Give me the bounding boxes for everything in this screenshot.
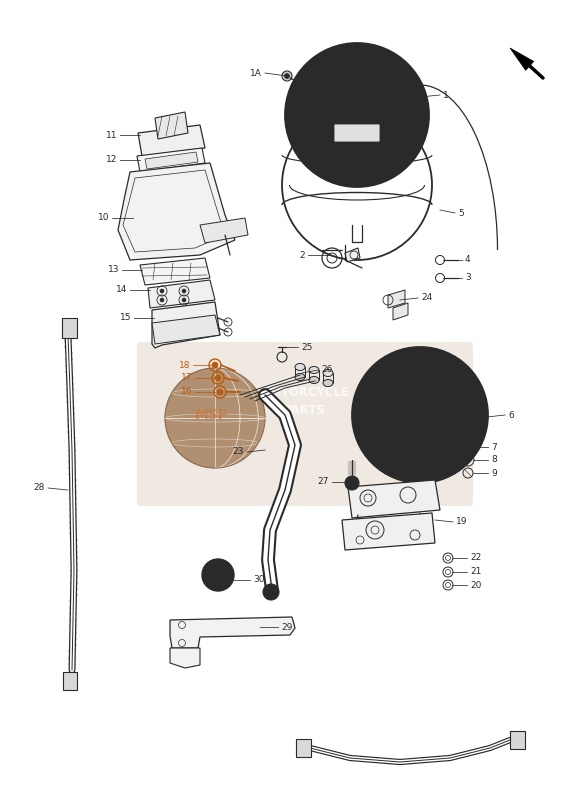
Text: 14: 14 <box>116 286 127 294</box>
Text: 4: 4 <box>465 255 471 265</box>
Text: 25: 25 <box>301 342 312 351</box>
Bar <box>194 329 207 336</box>
Circle shape <box>345 476 359 490</box>
Text: 80: 80 <box>371 159 377 165</box>
Polygon shape <box>388 290 405 308</box>
Circle shape <box>160 298 164 302</box>
Circle shape <box>263 584 279 600</box>
Bar <box>158 329 171 336</box>
Text: 16: 16 <box>180 387 192 397</box>
Ellipse shape <box>295 363 305 370</box>
Text: 20: 20 <box>470 581 481 590</box>
Text: 19: 19 <box>456 518 467 526</box>
Polygon shape <box>342 513 435 550</box>
Text: 9: 9 <box>491 469 497 478</box>
Text: 27: 27 <box>318 478 329 486</box>
Text: 29: 29 <box>281 622 292 631</box>
Text: 5: 5 <box>458 209 464 218</box>
Text: 100: 100 <box>320 151 329 156</box>
Text: 60: 60 <box>404 113 410 118</box>
Text: 10: 10 <box>98 214 109 222</box>
Circle shape <box>215 375 221 381</box>
Polygon shape <box>145 152 198 169</box>
Text: 22: 22 <box>470 554 481 562</box>
Circle shape <box>182 298 186 302</box>
FancyBboxPatch shape <box>334 124 380 142</box>
Text: 2: 2 <box>299 250 305 259</box>
Text: 13: 13 <box>107 266 119 274</box>
Circle shape <box>285 43 429 187</box>
Bar <box>62 318 77 338</box>
Circle shape <box>352 110 362 120</box>
Text: 8: 8 <box>491 455 497 465</box>
Circle shape <box>182 289 186 293</box>
Bar <box>510 731 525 749</box>
Bar <box>296 739 311 757</box>
Text: 1A: 1A <box>250 69 262 78</box>
Text: PARTS: PARTS <box>284 403 326 417</box>
Polygon shape <box>510 48 534 70</box>
Polygon shape <box>152 302 220 348</box>
Bar <box>187 265 202 271</box>
Polygon shape <box>137 148 205 172</box>
Text: 23: 23 <box>233 447 244 457</box>
Bar <box>167 265 182 271</box>
Text: 30: 30 <box>253 575 264 585</box>
Text: 6: 6 <box>508 410 514 419</box>
Text: 40: 40 <box>371 66 377 70</box>
Text: 24: 24 <box>421 294 432 302</box>
Text: 7: 7 <box>491 442 497 451</box>
Polygon shape <box>348 480 440 518</box>
Text: 15: 15 <box>120 314 131 322</box>
Text: 12: 12 <box>106 155 117 165</box>
Circle shape <box>165 368 265 468</box>
Text: 17: 17 <box>180 374 192 382</box>
Text: MOTORCYCLE: MOTORCYCLE <box>260 386 350 399</box>
Bar <box>176 329 189 336</box>
Polygon shape <box>148 280 215 308</box>
Ellipse shape <box>323 379 333 386</box>
Bar <box>167 273 182 279</box>
Bar <box>194 319 207 327</box>
Circle shape <box>285 74 289 78</box>
Bar <box>147 265 162 271</box>
Text: 3: 3 <box>465 274 471 282</box>
Text: 18: 18 <box>179 361 190 370</box>
Circle shape <box>410 405 430 425</box>
Polygon shape <box>138 125 205 156</box>
Text: 20: 20 <box>321 74 328 79</box>
Circle shape <box>214 571 222 579</box>
Polygon shape <box>170 617 295 648</box>
Text: 11: 11 <box>106 130 117 139</box>
Circle shape <box>212 362 218 368</box>
FancyBboxPatch shape <box>137 342 473 506</box>
Bar <box>187 273 202 279</box>
Circle shape <box>352 347 488 483</box>
Polygon shape <box>200 218 248 243</box>
Circle shape <box>202 559 234 591</box>
Ellipse shape <box>309 366 319 374</box>
Bar <box>147 273 162 279</box>
Bar <box>63 672 77 690</box>
Bar <box>176 319 189 327</box>
Bar <box>158 319 171 327</box>
Polygon shape <box>140 258 210 285</box>
Polygon shape <box>152 315 220 344</box>
Ellipse shape <box>295 374 305 381</box>
Text: 26: 26 <box>321 366 332 374</box>
Circle shape <box>217 389 223 395</box>
Polygon shape <box>155 112 188 139</box>
Ellipse shape <box>309 377 319 383</box>
Circle shape <box>160 289 164 293</box>
Polygon shape <box>170 648 200 668</box>
Text: 1: 1 <box>443 90 449 99</box>
Ellipse shape <box>323 370 333 377</box>
Polygon shape <box>393 303 408 320</box>
Text: MSP: MSP <box>195 408 229 422</box>
Polygon shape <box>345 248 360 262</box>
Text: 28: 28 <box>34 483 45 493</box>
Circle shape <box>466 458 471 462</box>
Polygon shape <box>118 163 235 260</box>
Text: 21: 21 <box>470 567 481 577</box>
